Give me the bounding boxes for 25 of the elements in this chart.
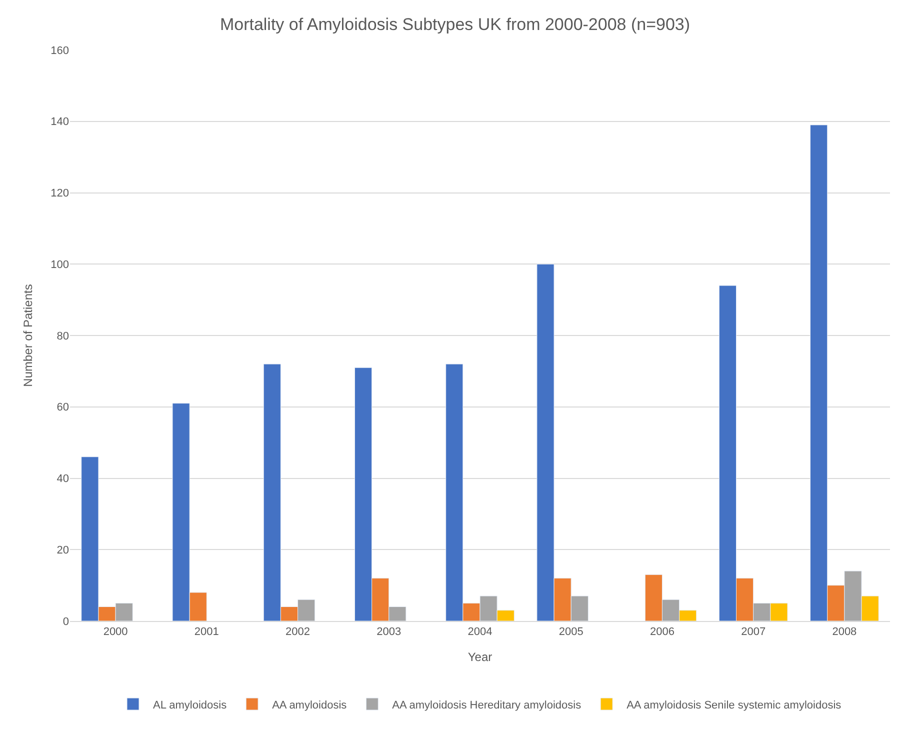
x-tick-label: 2007 <box>741 626 766 638</box>
y-tick-label: 140 <box>50 116 69 128</box>
x-tick-label: 2006 <box>650 626 674 638</box>
x-tick-label: 2004 <box>468 626 492 638</box>
chart-title: Mortality of Amyloidosis Subtypes UK from 2000-2008 (n=903) <box>220 15 690 34</box>
x-tick-label: 2003 <box>376 626 402 638</box>
y-tick-label: 40 <box>56 473 69 486</box>
y-tick-label: 0 <box>62 616 69 628</box>
y-tick-label: 60 <box>56 402 69 414</box>
x-tick-label: 2001 <box>194 626 219 638</box>
y-axis-title: Number of Patients <box>20 284 35 387</box>
y-tick-label: 120 <box>50 188 69 200</box>
y-tick-label: 160 <box>50 44 69 57</box>
y-tick-label: 80 <box>56 330 69 342</box>
legend-label: AL amyloidosis <box>153 699 228 712</box>
x-tick-label: 2000 <box>103 626 128 638</box>
y-tick-label: 100 <box>50 258 69 271</box>
x-axis-title: Year <box>468 650 492 664</box>
legend-label: AA amyloidosis Senile systemic amyloidosis <box>626 699 842 712</box>
y-tick-label: 20 <box>56 544 69 556</box>
legend-label: AA amyloidosis Hereditary amyloidosis <box>392 699 582 712</box>
x-tick-label: 2008 <box>832 626 857 638</box>
x-tick-label: 2002 <box>286 626 310 638</box>
x-tick-label: 2005 <box>558 626 584 638</box>
legend-label: AA amyloidosis <box>272 699 348 712</box>
